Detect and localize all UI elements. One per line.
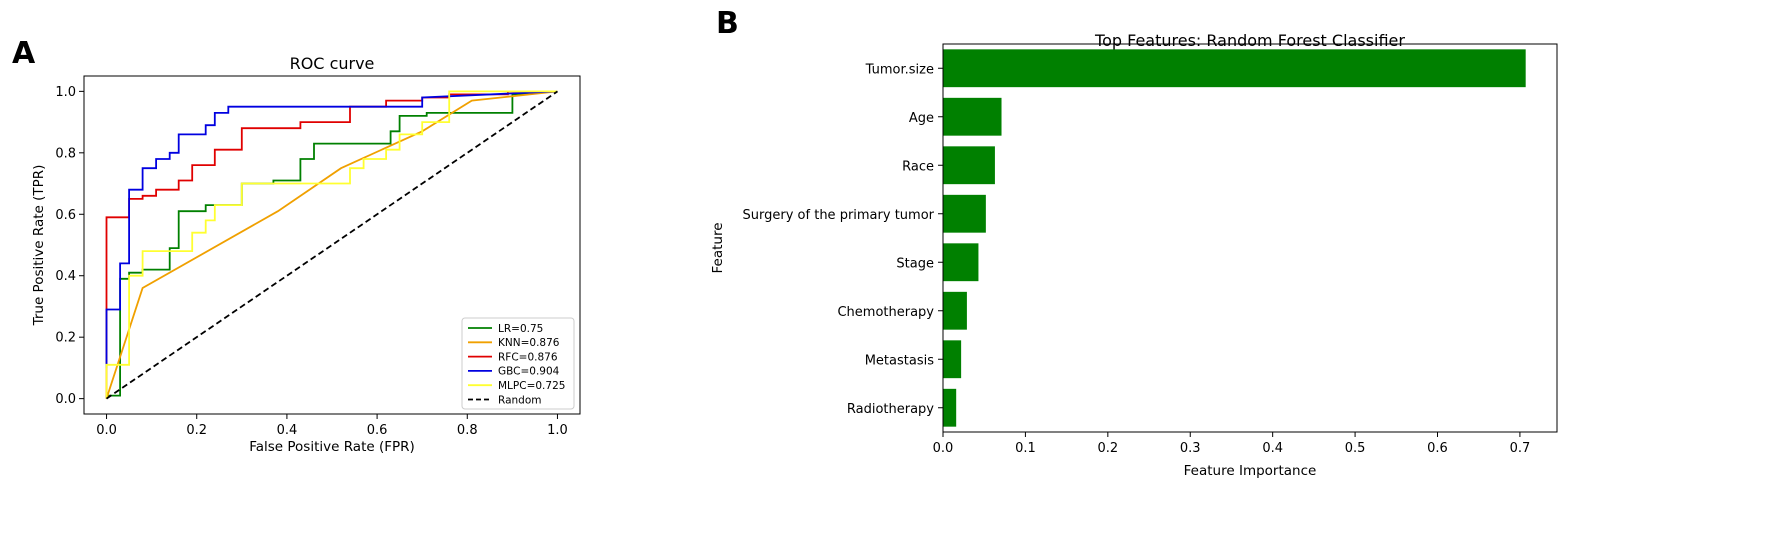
roc-legend-label: LR=0.75 [498, 323, 543, 335]
roc-x-tick-label: 0.2 [186, 423, 207, 438]
feature-plot-frame [942, 43, 1558, 433]
roc-y-tick-label: 0.6 [55, 208, 76, 223]
feature-bar-stage [943, 243, 979, 282]
roc-legend-label: Random [498, 394, 541, 406]
feature-y-tick-label: Race [902, 159, 934, 174]
feature-x-tick-label: 0.4 [1262, 441, 1283, 456]
feature-x-tick-label: 0.1 [1015, 441, 1036, 456]
roc-x-tick-label: 0.6 [367, 423, 388, 438]
feature-bar-surgery-of-the-primary-tumor [943, 194, 986, 233]
roc-y-tick-label: 0.8 [55, 146, 76, 161]
roc-x-tick-label: 0.4 [277, 423, 298, 438]
roc-title: ROC curve [290, 54, 375, 73]
feature-y-axis-label: Feature [710, 222, 726, 273]
feature-x-tick-label: 0.0 [933, 441, 954, 456]
feature-bar-tumor-size [943, 49, 1526, 88]
feature-chart-title: Top Features: Random Forest Classifier [1094, 31, 1405, 50]
feature-x-axis-label: Feature Importance [1184, 463, 1317, 479]
roc-plot-frame [83, 75, 581, 415]
feature-y-tick-label: Radiotherapy [847, 402, 934, 417]
roc-legend-label: GBC=0.904 [498, 366, 560, 378]
roc-legend-label: KNN=0.876 [498, 337, 560, 349]
roc-y-tick-label: 0.2 [55, 331, 76, 346]
roc-chart: ROC curve 0.0 0.2 0.4 0.6 0.8 1.0 0.0 0.2 0.4 0.6 0… [31, 54, 581, 455]
feature-bar-radiotherapy [943, 388, 957, 427]
feature-y-tick-label: Surgery of the primary tumor [743, 208, 935, 223]
feature-x-tick-label: 0.7 [1510, 441, 1531, 456]
feature-y-tick-label: Metastasis [865, 353, 934, 368]
roc-y-tick-label: 0.4 [55, 269, 76, 284]
feature-y-tick-label: Tumor.size [865, 62, 934, 77]
roc-series-gbc-line [105, 90, 558, 368]
feature-x-tick-label: 0.2 [1097, 441, 1118, 456]
roc-x-axis-label: False Positive Rate (FPR) [249, 439, 415, 455]
roc-x-tick-label: 0.0 [96, 423, 117, 438]
feature-bar-age [943, 97, 1002, 136]
roc-y-tick-label: 1.0 [55, 85, 76, 100]
roc-series-mlpc-line [105, 90, 558, 399]
feature-x-tick-label: 0.3 [1180, 441, 1201, 456]
roc-legend-label: RFC=0.876 [498, 351, 558, 363]
feature-bar-chemotherapy [943, 291, 967, 330]
feature-x-tick-label: 0.6 [1427, 441, 1448, 456]
feature-bar-race [943, 146, 995, 185]
roc-legend-label: MLPC=0.725 [498, 380, 565, 392]
roc-series-knn-line [105, 90, 558, 399]
feature-y-tick-label: Stage [896, 256, 934, 271]
feature-bar-metastasis [943, 340, 962, 379]
feature-importance-chart: Top Features: Random Forest Classifier Tu… [710, 31, 1558, 479]
feature-x-tick-label: 0.5 [1345, 441, 1366, 456]
panel-label-b: B [716, 6, 739, 41]
roc-x-tick-label: 0.8 [457, 423, 478, 438]
roc-series-random-line [105, 90, 559, 400]
roc-y-tick-label: 0.0 [55, 392, 76, 407]
roc-y-axis-label: True Positive Rate (TPR) [31, 165, 47, 327]
roc-x-tick-label: 1.0 [547, 423, 568, 438]
feature-y-tick-label: Age [909, 111, 934, 126]
feature-y-tick-label: Chemotherapy [837, 305, 934, 320]
panel-label-a: A [12, 36, 36, 71]
roc-legend-box [461, 317, 575, 410]
